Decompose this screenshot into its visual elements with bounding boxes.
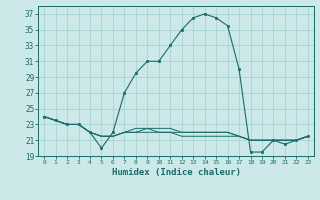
X-axis label: Humidex (Indice chaleur): Humidex (Indice chaleur) (111, 168, 241, 177)
